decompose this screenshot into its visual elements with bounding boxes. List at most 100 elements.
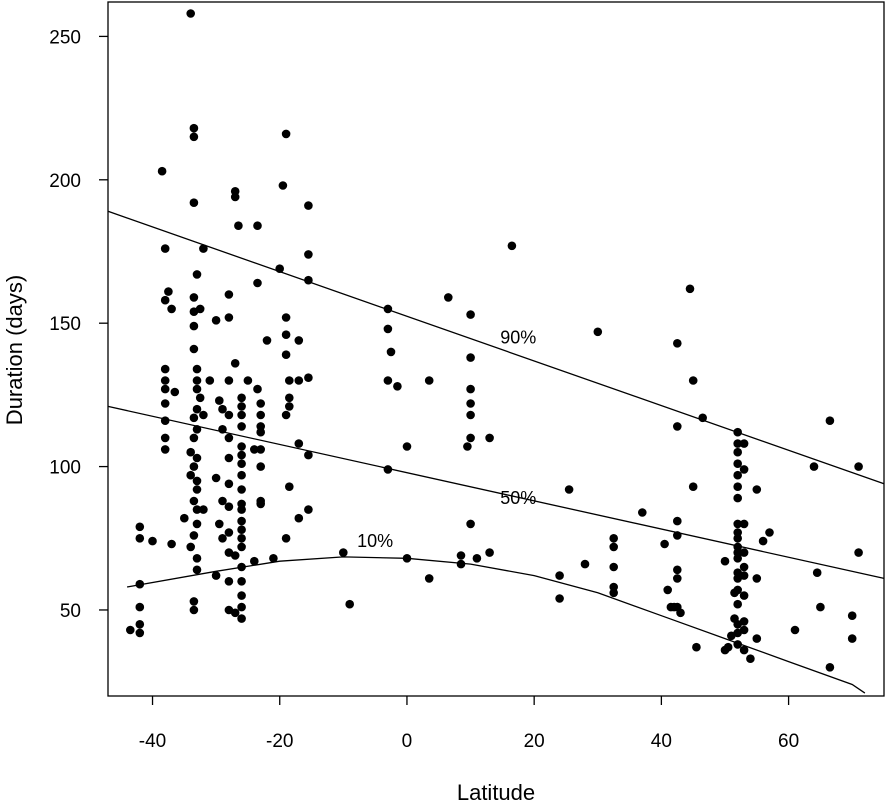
data-point-131	[285, 402, 294, 411]
y-tick-label-1: 100	[49, 458, 81, 479]
data-point-130	[285, 393, 294, 403]
data-point-47	[189, 496, 199, 506]
data-point-168	[472, 554, 482, 563]
data-point-104	[237, 602, 246, 612]
x-axis-title: Latitude	[457, 780, 535, 802]
data-point-40	[189, 433, 199, 443]
data-point-218	[733, 554, 742, 563]
quantile-label-2: 10%	[357, 531, 393, 551]
data-point-215	[733, 534, 742, 543]
x-tick-label-2: 0	[402, 731, 413, 752]
data-point-124	[281, 129, 291, 139]
data-point-137	[294, 439, 304, 448]
data-point-136	[294, 376, 304, 385]
data-point-229	[739, 548, 749, 557]
data-point-117	[256, 462, 266, 471]
data-point-0	[126, 625, 135, 635]
data-point-57	[199, 505, 208, 514]
data-point-149	[383, 376, 393, 385]
data-point-178	[609, 542, 618, 552]
data-point-52	[192, 554, 202, 563]
data-point-250	[854, 462, 863, 471]
data-point-173	[555, 594, 564, 603]
data-point-55	[189, 605, 199, 615]
data-point-133	[281, 534, 291, 543]
data-point-233	[739, 617, 749, 626]
data-point-14	[160, 364, 170, 374]
data-point-7	[148, 536, 157, 546]
data-point-9	[160, 244, 170, 253]
data-point-132	[281, 410, 291, 420]
data-point-102	[237, 577, 246, 586]
data-point-67	[218, 534, 227, 543]
data-point-61	[215, 396, 224, 405]
data-point-237	[752, 485, 762, 494]
data-point-88	[237, 422, 246, 431]
data-point-194	[676, 608, 685, 618]
data-point-46	[192, 485, 202, 494]
data-point-146	[345, 599, 355, 609]
data-point-18	[160, 416, 170, 426]
data-point-176	[593, 327, 603, 337]
data-point-142	[304, 373, 313, 383]
data-point-228	[739, 519, 749, 529]
data-point-86	[237, 402, 246, 411]
data-point-200	[720, 556, 730, 566]
data-point-79	[224, 577, 234, 586]
data-point-122	[269, 554, 278, 563]
quantile-label-1: 50%	[500, 488, 536, 508]
data-point-225	[733, 640, 742, 649]
data-point-184	[663, 585, 672, 595]
data-point-24	[189, 132, 199, 142]
data-point-105	[230, 608, 240, 618]
data-point-51	[186, 542, 195, 552]
data-point-109	[253, 221, 262, 230]
data-point-195	[685, 284, 695, 294]
data-point-221	[733, 585, 742, 595]
data-point-166	[466, 519, 475, 529]
data-point-120	[250, 556, 259, 566]
data-point-127	[281, 330, 291, 340]
data-point-96	[237, 516, 246, 526]
y-tick-label-2: 150	[49, 314, 81, 335]
data-point-69	[224, 290, 234, 299]
data-point-32	[189, 344, 199, 354]
data-point-28	[189, 293, 199, 302]
data-point-163	[466, 399, 475, 408]
data-point-177	[609, 534, 618, 543]
data-point-211	[733, 482, 742, 492]
data-point-209	[733, 459, 742, 469]
quantile-lines	[107, 210, 885, 694]
data-point-26	[199, 244, 208, 253]
data-point-226	[739, 439, 749, 448]
data-point-30	[189, 307, 199, 317]
data-point-235	[739, 645, 749, 655]
data-point-39	[192, 425, 202, 434]
data-point-74	[224, 453, 234, 463]
data-point-164	[466, 410, 475, 420]
data-point-224	[733, 628, 742, 638]
data-point-123	[278, 181, 288, 190]
data-point-58	[199, 410, 208, 420]
data-point-73	[224, 433, 234, 443]
data-point-213	[733, 519, 742, 529]
data-point-157	[444, 293, 453, 302]
data-point-182	[638, 508, 647, 517]
data-point-34	[192, 376, 202, 385]
data-point-68	[211, 571, 221, 580]
data-point-222	[733, 599, 742, 609]
data-point-191	[673, 565, 682, 575]
data-point-162	[466, 384, 475, 394]
data-point-135	[294, 336, 304, 345]
data-point-232	[739, 591, 749, 600]
data-point-198	[692, 642, 701, 652]
data-point-70	[224, 313, 234, 322]
data-point-101	[237, 562, 246, 572]
data-point-154	[402, 554, 412, 563]
data-point-126	[281, 313, 291, 322]
data-point-165	[466, 433, 475, 443]
data-point-71	[224, 376, 234, 385]
quantile-line-0	[107, 210, 885, 485]
data-point-234	[739, 625, 749, 635]
